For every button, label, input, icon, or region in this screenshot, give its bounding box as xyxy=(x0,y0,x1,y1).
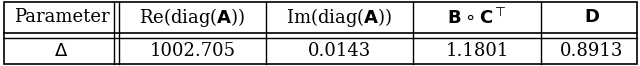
Text: $\Delta$: $\Delta$ xyxy=(54,43,68,60)
Text: $\mathbf{B} \circ \mathbf{C}^{\top}$: $\mathbf{B} \circ \mathbf{C}^{\top}$ xyxy=(447,7,507,28)
Text: Re(diag($\mathbf{A}$)): Re(diag($\mathbf{A}$)) xyxy=(140,6,246,29)
Text: Im(diag($\mathbf{A}$)): Im(diag($\mathbf{A}$)) xyxy=(286,6,393,29)
Text: $\mathbf{D}$: $\mathbf{D}$ xyxy=(584,9,600,26)
Text: 1.1801: 1.1801 xyxy=(445,43,509,60)
Text: Parameter: Parameter xyxy=(13,9,109,26)
Text: 0.0143: 0.0143 xyxy=(308,43,371,60)
Text: 0.8913: 0.8913 xyxy=(561,43,624,60)
Text: 1002.705: 1002.705 xyxy=(150,43,236,60)
